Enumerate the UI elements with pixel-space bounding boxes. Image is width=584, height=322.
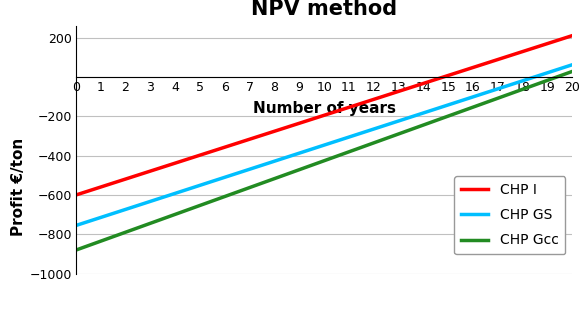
CHP I [221, 145, 228, 149]
CHP I [97, 185, 104, 189]
CHP I [445, 73, 452, 77]
CHP Gcc [519, 87, 526, 91]
CHP GS [196, 183, 203, 187]
CHP Gcc [97, 239, 104, 243]
CHP I [519, 50, 526, 53]
CHP I [395, 90, 402, 93]
Title: NPV method: NPV method [251, 0, 397, 19]
CHP Gcc [395, 132, 402, 136]
CHP Gcc [370, 141, 377, 145]
CHP GS [147, 199, 154, 203]
CHP Gcc [122, 230, 129, 234]
Y-axis label: Profit €/ton: Profit €/ton [11, 138, 26, 236]
Line: CHP GS: CHP GS [76, 65, 572, 225]
CHP Gcc [246, 185, 253, 189]
CHP I [494, 58, 501, 62]
X-axis label: Number of years: Number of years [253, 101, 395, 116]
CHP Gcc [569, 70, 576, 73]
CHP GS [122, 207, 129, 211]
CHP GS [172, 191, 179, 195]
CHP Gcc [494, 96, 501, 100]
CHP GS [370, 127, 377, 131]
CHP I [122, 177, 129, 181]
CHP I [172, 161, 179, 165]
Line: CHP I: CHP I [76, 36, 572, 195]
CHP GS [271, 159, 278, 163]
CHP Gcc [221, 194, 228, 198]
CHP I [345, 105, 352, 109]
CHP GS [321, 143, 328, 147]
CHP Gcc [271, 177, 278, 181]
CHP I [72, 193, 79, 197]
CHP GS [420, 111, 427, 115]
CHP GS [445, 103, 452, 107]
CHP I [147, 169, 154, 173]
CHP Gcc [544, 79, 551, 82]
CHP I [470, 66, 477, 70]
CHP Gcc [147, 221, 154, 225]
CHP I [271, 129, 278, 133]
CHP GS [519, 79, 526, 83]
CHP I [296, 121, 303, 125]
CHP I [544, 42, 551, 45]
CHP Gcc [321, 159, 328, 163]
CHP GS [221, 175, 228, 179]
CHP GS [246, 167, 253, 171]
CHP I [321, 113, 328, 117]
CHP Gcc [420, 123, 427, 127]
Legend: CHP I, CHP GS, CHP Gcc: CHP I, CHP GS, CHP Gcc [454, 176, 565, 254]
CHP GS [345, 135, 352, 139]
CHP GS [544, 71, 551, 75]
CHP GS [72, 223, 79, 227]
CHP GS [97, 215, 104, 219]
CHP Gcc [445, 114, 452, 118]
CHP Gcc [72, 248, 79, 252]
CHP GS [569, 63, 576, 67]
CHP I [569, 34, 576, 38]
CHP Gcc [470, 105, 477, 109]
CHP I [420, 81, 427, 85]
CHP Gcc [172, 213, 179, 216]
CHP GS [296, 151, 303, 155]
CHP I [246, 137, 253, 141]
CHP Gcc [196, 204, 203, 207]
CHP I [196, 153, 203, 157]
CHP GS [470, 95, 477, 99]
Line: CHP Gcc: CHP Gcc [76, 71, 572, 250]
CHP GS [494, 87, 501, 91]
CHP Gcc [296, 168, 303, 172]
CHP GS [395, 119, 402, 123]
CHP Gcc [345, 150, 352, 154]
CHP I [370, 98, 377, 101]
